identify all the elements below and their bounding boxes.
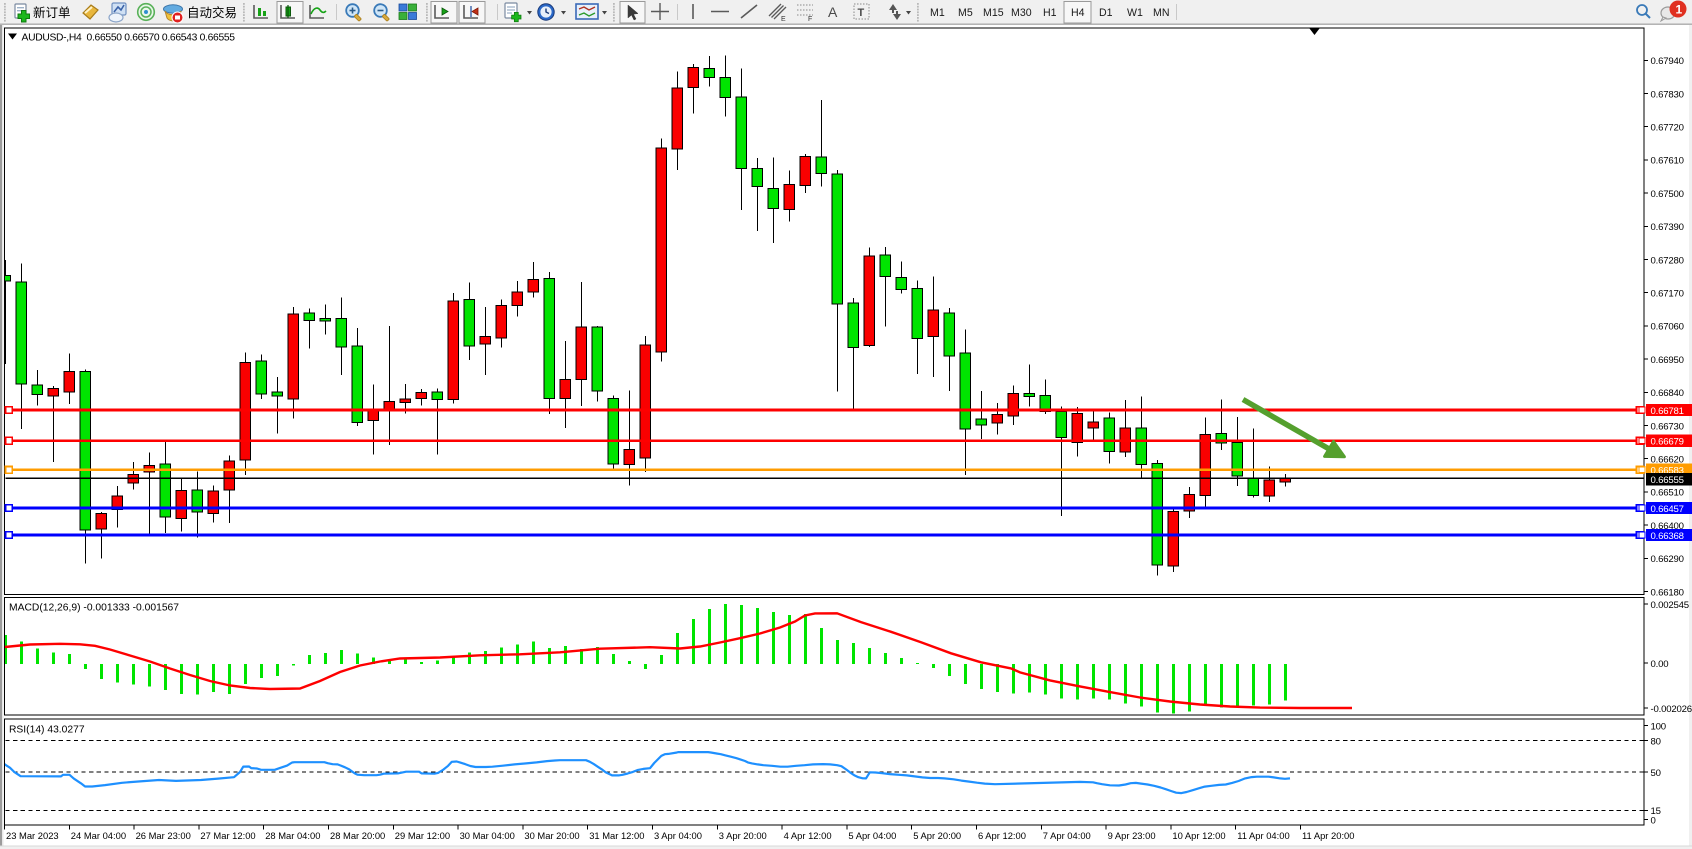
- svg-text:15: 15: [1651, 806, 1661, 817]
- svg-text:30 Mar 04:00: 30 Mar 04:00: [460, 830, 515, 841]
- svg-text:0.67610: 0.67610: [1651, 156, 1684, 167]
- svg-text:4 Apr 12:00: 4 Apr 12:00: [784, 830, 832, 841]
- svg-text:自动交易: 自动交易: [187, 5, 237, 20]
- svg-text:0.66950: 0.66950: [1651, 355, 1684, 366]
- svg-text:0.67940: 0.67940: [1651, 56, 1684, 67]
- svg-text:H1: H1: [1043, 7, 1057, 19]
- svg-text:0.66290: 0.66290: [1651, 554, 1684, 565]
- svg-text:27 Mar 12:00: 27 Mar 12:00: [200, 830, 255, 841]
- svg-text:W1: W1: [1127, 7, 1143, 19]
- svg-text:0.67170: 0.67170: [1651, 289, 1684, 300]
- svg-text:E: E: [781, 16, 786, 23]
- svg-text:3 Apr 04:00: 3 Apr 04:00: [654, 830, 702, 841]
- svg-text:D1: D1: [1099, 7, 1113, 19]
- svg-text:T: T: [858, 7, 865, 19]
- svg-text:0: 0: [1651, 815, 1656, 826]
- svg-text:26 Mar 23:00: 26 Mar 23:00: [136, 830, 191, 841]
- svg-text:6 Apr 12:00: 6 Apr 12:00: [978, 830, 1026, 841]
- svg-text:0.67720: 0.67720: [1651, 123, 1684, 134]
- svg-text:MACD(12,26,9) -0.001333 -0.001: MACD(12,26,9) -0.001333 -0.001567: [9, 603, 179, 614]
- svg-text:100: 100: [1651, 721, 1666, 732]
- svg-text:-0.002026: -0.002026: [1651, 704, 1692, 715]
- svg-text:0.66510: 0.66510: [1651, 488, 1684, 499]
- svg-text:M15: M15: [983, 7, 1004, 19]
- svg-text:50: 50: [1651, 768, 1661, 779]
- svg-text:MN: MN: [1153, 7, 1169, 19]
- svg-text:0.66400: 0.66400: [1651, 521, 1684, 532]
- svg-text:24 Mar 04:00: 24 Mar 04:00: [71, 830, 126, 841]
- svg-text:30 Mar 20:00: 30 Mar 20:00: [524, 830, 579, 841]
- svg-text:1: 1: [1676, 3, 1683, 17]
- svg-text:0.67500: 0.67500: [1651, 189, 1684, 200]
- svg-text:0.66555: 0.66555: [1651, 475, 1684, 486]
- svg-text:31 Mar 12:00: 31 Mar 12:00: [589, 830, 644, 841]
- svg-text:3 Apr 20:00: 3 Apr 20:00: [719, 830, 767, 841]
- svg-text:0.002545: 0.002545: [1651, 600, 1689, 611]
- svg-text:28 Mar 20:00: 28 Mar 20:00: [330, 830, 385, 841]
- svg-text:23 Mar 2023: 23 Mar 2023: [6, 830, 59, 841]
- svg-text:AUDUSD-,H4 0.66550 0.66570 0.: AUDUSD-,H4 0.66550 0.66570 0.66543 0.665…: [22, 33, 236, 44]
- svg-text:0.67280: 0.67280: [1651, 255, 1684, 266]
- svg-text:RSI(14) 43.0277: RSI(14) 43.0277: [9, 725, 85, 736]
- svg-text:0.67830: 0.67830: [1651, 89, 1684, 100]
- svg-text:H4: H4: [1071, 7, 1085, 19]
- svg-text:0.00: 0.00: [1651, 659, 1669, 670]
- svg-text:M1: M1: [930, 7, 945, 19]
- svg-text:80: 80: [1651, 736, 1661, 747]
- svg-text:10 Apr 12:00: 10 Apr 12:00: [1172, 830, 1225, 841]
- svg-text:5 Apr 04:00: 5 Apr 04:00: [848, 830, 896, 841]
- svg-text:0.66679: 0.66679: [1651, 437, 1684, 448]
- svg-text:0.66180: 0.66180: [1651, 587, 1684, 598]
- svg-text:0.66457: 0.66457: [1651, 504, 1684, 515]
- svg-text:28 Mar 04:00: 28 Mar 04:00: [265, 830, 320, 841]
- svg-text:0.67060: 0.67060: [1651, 322, 1684, 333]
- svg-text:0.66620: 0.66620: [1651, 455, 1684, 466]
- svg-text:M30: M30: [1011, 7, 1032, 19]
- svg-text:F: F: [808, 16, 812, 23]
- svg-text:29 Mar 12:00: 29 Mar 12:00: [395, 830, 450, 841]
- svg-text:11 Apr 20:00: 11 Apr 20:00: [1302, 830, 1354, 841]
- svg-text:A: A: [828, 4, 838, 20]
- svg-text:5 Apr 20:00: 5 Apr 20:00: [913, 830, 961, 841]
- svg-text:0.66368: 0.66368: [1651, 531, 1684, 542]
- svg-text:0.66840: 0.66840: [1651, 388, 1684, 399]
- svg-text:9 Apr 23:00: 9 Apr 23:00: [1108, 830, 1156, 841]
- svg-text:7 Apr 04:00: 7 Apr 04:00: [1043, 830, 1091, 841]
- svg-text:M5: M5: [958, 7, 973, 19]
- svg-text:0.67390: 0.67390: [1651, 222, 1684, 233]
- svg-text:11 Apr 04:00: 11 Apr 04:00: [1237, 830, 1289, 841]
- svg-text:0.66781: 0.66781: [1651, 406, 1684, 417]
- svg-text:新订单: 新订单: [33, 5, 71, 20]
- svg-text:0.66583: 0.66583: [1651, 466, 1684, 477]
- svg-text:0.66730: 0.66730: [1651, 421, 1684, 432]
